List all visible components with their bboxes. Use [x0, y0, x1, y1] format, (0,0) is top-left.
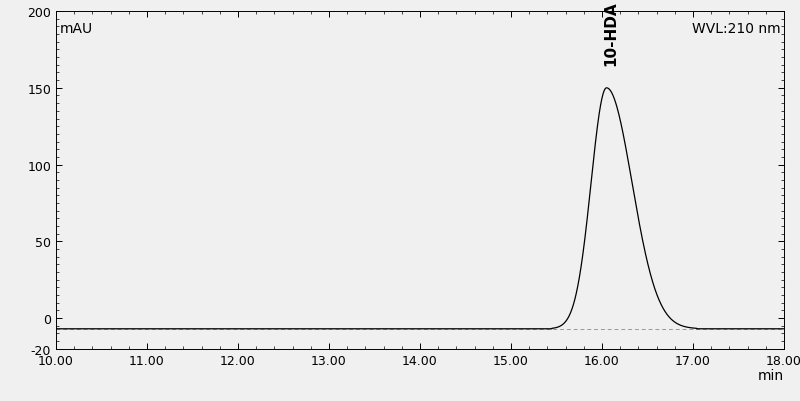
Text: 10-HDA: 10-HDA — [604, 1, 618, 66]
Text: WVL:210 nm: WVL:210 nm — [692, 22, 780, 36]
X-axis label: min: min — [758, 368, 784, 382]
Text: mAU: mAU — [60, 22, 93, 36]
